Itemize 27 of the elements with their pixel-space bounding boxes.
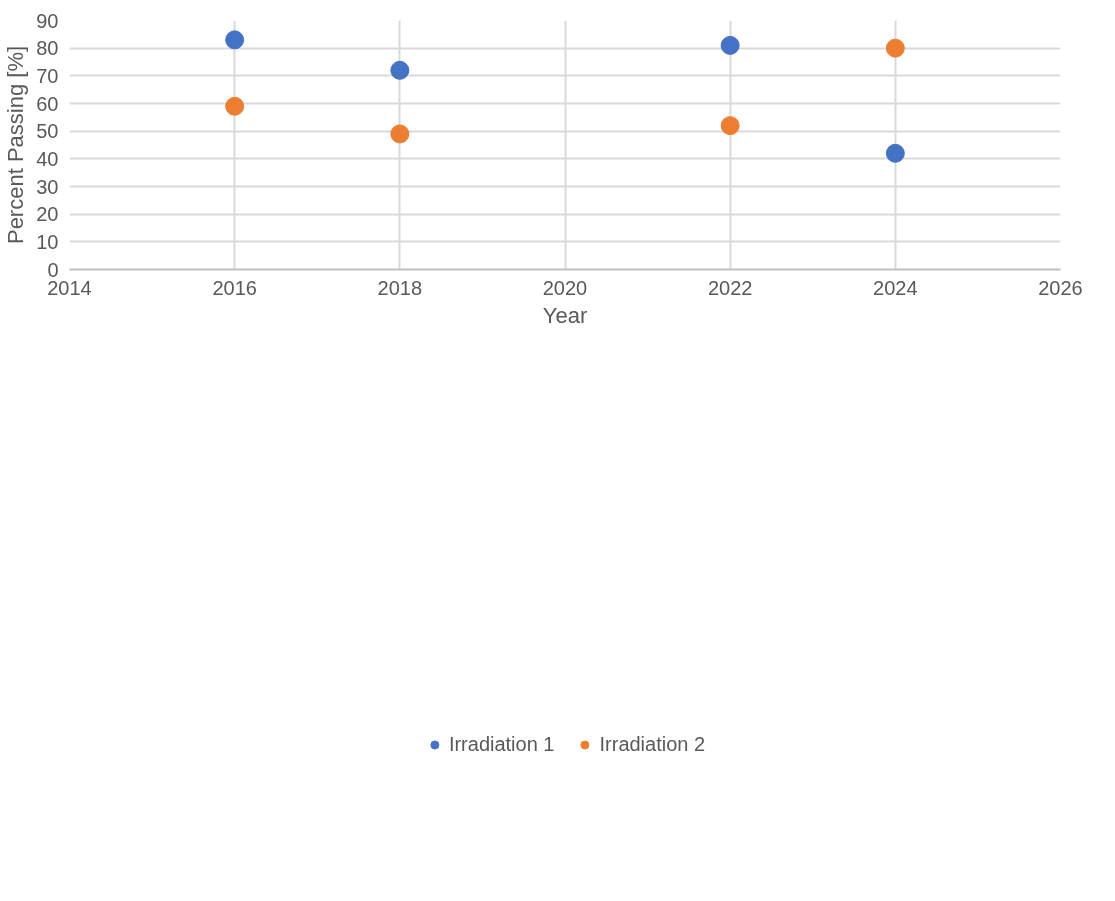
point: [885, 143, 905, 163]
y-tick-label: 90: [36, 9, 59, 32]
x-tick-label: 2024: [873, 276, 918, 299]
x-tick-label: 2020: [542, 276, 588, 299]
y-tick-label: 10: [36, 230, 59, 253]
y-axis-title: Percent Passing [%]: [3, 45, 29, 245]
x-tick-label: 2016: [212, 276, 257, 299]
point: [225, 30, 245, 50]
y-tick-label: 20: [36, 203, 59, 226]
point: [720, 35, 740, 55]
y-tick-label: 40: [36, 147, 59, 170]
point: [390, 124, 410, 144]
legend-label: Irradiation 2: [599, 732, 706, 756]
point: [225, 96, 245, 116]
x-tick-label: 2018: [377, 276, 423, 299]
legend-label: Irradiation 1: [448, 732, 555, 756]
point: [885, 38, 905, 58]
point: [720, 116, 740, 136]
y-tick-label: 50: [36, 120, 59, 143]
y-tick-label: 80: [36, 37, 59, 60]
y-tick-label: 60: [36, 92, 59, 115]
x-tick-label: 2026: [1038, 276, 1083, 299]
y-tick-label: 70: [36, 64, 59, 87]
x-axis-title: Year: [542, 302, 588, 328]
x-tick-label: 2022: [707, 276, 753, 299]
y-tick-label: 30: [36, 175, 59, 198]
point: [390, 60, 410, 80]
